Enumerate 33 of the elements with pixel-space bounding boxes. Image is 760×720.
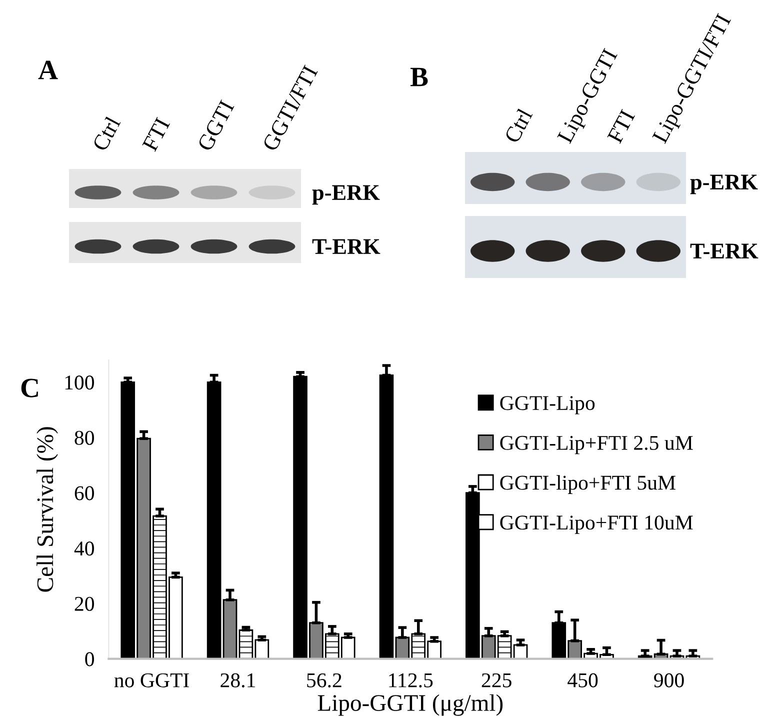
y-tick-label: 0 — [85, 652, 94, 666]
category-label: GGTI — [197, 99, 234, 152]
legend-label: GGTI-Lip+FTI 2.5 uM — [500, 436, 693, 454]
text: C — [21, 378, 38, 398]
bar — [206, 381, 222, 659]
x-tick-label: 28.1 — [220, 673, 255, 688]
text: A — [38, 60, 58, 80]
text: T-ERK — [690, 244, 758, 258]
y-tick-label: 40 — [74, 542, 94, 556]
y-tick-label: 100 — [65, 376, 94, 390]
x-tick-label: 225 — [482, 673, 512, 688]
legend-label: GGTI-Lipo — [500, 396, 595, 414]
legend-label: GGTI-Lipo+FTI 10uM — [500, 516, 693, 534]
x-tick-label: 56.2 — [307, 673, 342, 688]
text: p-ERK — [690, 174, 758, 194]
x-tick-label: 112.5 — [389, 673, 433, 688]
bar — [222, 599, 238, 659]
bar — [379, 374, 394, 659]
text: p-ERK — [312, 185, 380, 205]
category-label: Ctrl — [92, 115, 121, 152]
y-tick-label: 60 — [74, 486, 94, 500]
y-tick-label: 80 — [74, 430, 94, 445]
x-tick-label: 450 — [568, 673, 598, 688]
legend-label: GGTI-lipo+FTI 5uM — [500, 475, 676, 494]
category-label: FTI — [142, 116, 170, 152]
text: T-ERK — [312, 239, 380, 254]
category-label: Ctrl — [504, 107, 533, 144]
x-axis-title: Lipo-GGTI (μg/ml) — [318, 694, 503, 716]
text: B — [410, 68, 428, 86]
x-tick-label: no GGTI — [114, 673, 189, 688]
x-tick-label: 900 — [654, 673, 684, 688]
y-axis-title: Cell Survival (%) — [36, 427, 58, 592]
y-tick-label: 20 — [74, 596, 94, 611]
